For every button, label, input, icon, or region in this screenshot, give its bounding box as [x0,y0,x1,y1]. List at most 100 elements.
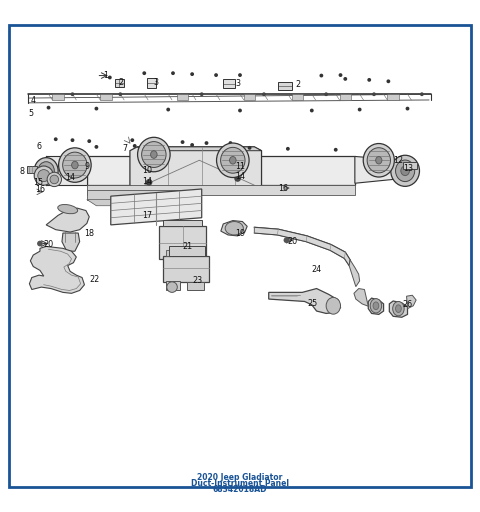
Text: 17: 17 [142,211,152,220]
Circle shape [131,138,134,142]
Text: 14: 14 [142,177,152,186]
Polygon shape [407,295,416,309]
Circle shape [358,108,361,112]
Ellipse shape [151,151,157,158]
Circle shape [334,148,337,152]
Ellipse shape [391,155,420,186]
Circle shape [284,238,289,243]
Ellipse shape [59,148,91,182]
Polygon shape [111,189,202,225]
Polygon shape [87,190,182,200]
Ellipse shape [34,166,53,185]
Ellipse shape [229,157,236,164]
Circle shape [228,141,232,145]
Text: 23: 23 [192,276,202,285]
Ellipse shape [38,169,50,182]
Ellipse shape [47,172,61,186]
Text: 4: 4 [30,96,36,105]
Ellipse shape [50,175,59,184]
Text: Duct-Instrument Panel: Duct-Instrument Panel [191,479,289,488]
Circle shape [200,92,204,96]
Bar [190,250,205,256]
Bar [185,258,199,264]
Ellipse shape [72,161,78,169]
Polygon shape [62,233,80,251]
Bar [166,258,180,264]
Text: 3: 3 [154,78,159,87]
Text: 18: 18 [84,228,95,238]
Polygon shape [147,78,156,88]
Polygon shape [46,208,89,232]
Circle shape [71,138,74,142]
Ellipse shape [367,148,390,173]
Circle shape [406,106,409,111]
Bar [339,94,351,100]
Ellipse shape [393,302,404,316]
Polygon shape [46,157,87,185]
Bar [163,220,202,226]
Polygon shape [27,166,36,173]
Bar [163,255,209,282]
Circle shape [76,175,83,182]
Bar [52,94,64,100]
Circle shape [238,109,242,113]
Ellipse shape [396,160,415,182]
Polygon shape [187,282,204,290]
Circle shape [386,79,390,83]
Ellipse shape [138,137,170,172]
Circle shape [338,73,342,77]
Circle shape [54,137,58,141]
Text: 24: 24 [312,265,322,274]
Circle shape [248,146,252,150]
Circle shape [204,141,208,145]
Bar [292,94,303,100]
Text: 25: 25 [307,300,317,308]
Bar [166,250,184,256]
Polygon shape [355,157,403,183]
Bar [100,94,112,100]
Ellipse shape [38,162,54,180]
Bar [177,94,188,100]
Ellipse shape [326,297,340,314]
Polygon shape [130,147,262,190]
Text: 16: 16 [35,185,45,195]
Circle shape [171,71,175,75]
Circle shape [87,139,91,143]
Circle shape [180,140,184,144]
Text: 12: 12 [393,156,403,165]
Polygon shape [87,200,182,206]
Circle shape [367,78,371,82]
Circle shape [324,92,328,96]
Polygon shape [29,246,84,293]
Circle shape [119,92,122,96]
Circle shape [143,71,146,75]
Polygon shape [115,79,124,87]
Text: 7: 7 [123,144,128,153]
Ellipse shape [142,142,166,167]
Text: 14: 14 [235,172,245,181]
Text: 26: 26 [403,301,413,309]
Circle shape [214,73,218,77]
Text: 11: 11 [235,162,245,172]
Ellipse shape [221,147,245,173]
Text: 16: 16 [278,184,288,194]
Text: 19: 19 [235,229,245,239]
Text: 10: 10 [142,166,152,175]
Circle shape [146,179,153,186]
Text: 68342018AD: 68342018AD [213,485,267,494]
Polygon shape [368,298,384,314]
Circle shape [420,92,424,96]
Polygon shape [137,147,262,151]
Polygon shape [254,227,350,266]
Circle shape [166,108,170,112]
Text: 2020 Jeep Gladiator: 2020 Jeep Gladiator [197,473,283,482]
Bar [169,246,205,255]
Text: 9: 9 [84,161,90,170]
Text: 22: 22 [89,275,99,285]
Circle shape [190,72,194,76]
Circle shape [234,175,241,182]
Text: 21: 21 [182,242,192,251]
Bar [244,94,255,100]
Polygon shape [221,221,247,236]
Text: 20: 20 [288,237,298,246]
